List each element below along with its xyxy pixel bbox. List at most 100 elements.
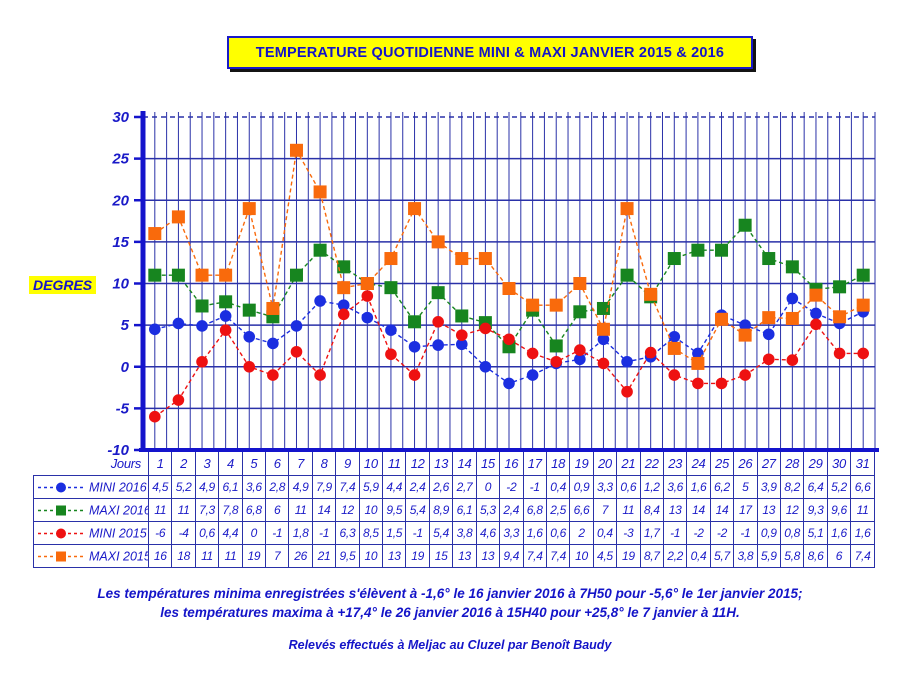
data-point bbox=[715, 377, 728, 390]
table-cell: 11 bbox=[288, 498, 313, 522]
table-cell: 8,4 bbox=[639, 498, 664, 522]
data-point bbox=[786, 292, 799, 305]
table-cell: 12 bbox=[335, 498, 360, 522]
data-point bbox=[290, 320, 303, 332]
data-point bbox=[621, 385, 633, 398]
table-cell: 19 bbox=[616, 544, 641, 568]
day-header-cell: 26 bbox=[733, 452, 758, 476]
table-cell: -2 bbox=[499, 475, 524, 499]
table-cell: 4,5 bbox=[147, 475, 173, 499]
data-point bbox=[526, 369, 539, 381]
table-cell: 1,2 bbox=[639, 475, 664, 499]
table-cell: 6,8 bbox=[241, 498, 267, 522]
data-point bbox=[691, 243, 705, 257]
y-axis-title: DEGRES bbox=[29, 276, 97, 294]
data-point bbox=[739, 319, 751, 331]
table-cell: 0,4 bbox=[545, 475, 571, 499]
data-point bbox=[809, 288, 823, 302]
data-point bbox=[289, 268, 303, 282]
data-point bbox=[385, 324, 397, 336]
data-point bbox=[455, 309, 469, 323]
day-header-cell: 14 bbox=[452, 452, 477, 476]
y-tick-label: -10 bbox=[107, 442, 129, 459]
day-header-cell: 31 bbox=[850, 452, 875, 476]
table-cell: 5,2 bbox=[826, 475, 852, 499]
data-point bbox=[644, 287, 658, 301]
data-point bbox=[668, 330, 681, 343]
page-title-banner: TEMPERATURE QUOTIDIENNE MINI & MAXI JANV… bbox=[227, 36, 753, 69]
day-header-row: Jours 1 2 3 4 5 6 7 8 9 10 11 12 13 14 15 16 17 18 19 20 21 22… bbox=[34, 452, 875, 476]
table-cell: 5,9 bbox=[358, 475, 384, 499]
table-cell: 6 bbox=[265, 498, 290, 522]
footnote-line1: Les températures minima enregistrées s'é… bbox=[97, 586, 803, 601]
day-header-cell: 23 bbox=[662, 452, 688, 476]
table-cell: 1,6 bbox=[850, 521, 875, 545]
table-cell: -1 bbox=[311, 521, 337, 545]
table-cell: 2,4 bbox=[405, 475, 430, 499]
data-point bbox=[149, 323, 161, 336]
legend-label: MINI 2016 bbox=[89, 480, 147, 495]
data-point bbox=[738, 218, 752, 232]
data-table: Jours 1 2 3 4 5 6 7 8 9 10 11 12 13 14 15 16 17 18 19 20 21 22… bbox=[33, 452, 875, 568]
table-cell: 3,3 bbox=[592, 475, 618, 499]
table-row-mini-2016: MINI 2016 4,5 5,2 4,9 6,1 3,6 2,8 4,9 7,9 7,4 5,9 4… bbox=[33, 475, 875, 499]
table-cell: 7,3 bbox=[194, 498, 220, 522]
data-point bbox=[762, 353, 775, 366]
table-cell: 0,6 bbox=[616, 475, 641, 499]
table-cell: 4,4 bbox=[218, 521, 243, 545]
data-point bbox=[148, 227, 162, 241]
data-point bbox=[242, 303, 256, 317]
day-header-cell: 3 bbox=[194, 452, 220, 476]
data-point bbox=[313, 185, 327, 199]
data-point bbox=[408, 202, 422, 216]
table-cell: -2 bbox=[686, 521, 711, 545]
table-cell: 11 bbox=[194, 544, 220, 568]
table-cell: 15 bbox=[428, 544, 454, 568]
data-point bbox=[762, 311, 776, 325]
data-point bbox=[360, 277, 374, 290]
data-point bbox=[667, 252, 681, 266]
legend-cell-mini-2015: MINI 2015 bbox=[33, 521, 149, 545]
data-point bbox=[857, 347, 869, 360]
table-cell: 2,7 bbox=[452, 475, 477, 499]
day-header-cell: 1 bbox=[147, 452, 173, 476]
table-cell: 1,7 bbox=[639, 521, 664, 545]
data-point bbox=[833, 310, 847, 324]
data-point bbox=[337, 299, 350, 311]
day-header-cell: 20 bbox=[592, 452, 618, 476]
table-cell: 14 bbox=[311, 498, 337, 522]
table-cell: -1 bbox=[662, 521, 688, 545]
day-header-cell: 24 bbox=[686, 452, 711, 476]
data-table-body: Jours 1 2 3 4 5 6 7 8 9 10 11 12 13 14 15 16 17 18 19 20 21 22… bbox=[33, 452, 875, 568]
table-cell: 0,8 bbox=[779, 521, 805, 545]
table-cell: 4,6 bbox=[475, 521, 501, 545]
table-cell: 3,6 bbox=[241, 475, 267, 499]
table-cell: 11 bbox=[218, 544, 243, 568]
data-point bbox=[786, 354, 799, 366]
table-cell: 11 bbox=[147, 498, 173, 522]
table-cell: 6 bbox=[826, 544, 852, 568]
data-point bbox=[620, 268, 634, 282]
table-cell: 13 bbox=[756, 498, 781, 522]
table-cell: 4,5 bbox=[592, 544, 618, 568]
day-header-cell: 28 bbox=[779, 452, 805, 476]
table-cell: 16 bbox=[147, 544, 173, 568]
table-cell: 1,6 bbox=[522, 521, 547, 545]
table-cell: 3,9 bbox=[756, 475, 781, 499]
data-point bbox=[149, 410, 161, 423]
data-point bbox=[810, 307, 822, 320]
table-cell: -1 bbox=[265, 521, 290, 545]
mini-2016-marker-icon bbox=[38, 482, 83, 493]
table-cell: 3,6 bbox=[662, 475, 688, 499]
table-cell: 9,6 bbox=[826, 498, 852, 522]
day-header-cell: 12 bbox=[405, 452, 430, 476]
table-cell: 6,6 bbox=[850, 475, 875, 499]
y-tick-label: 20 bbox=[111, 192, 129, 209]
table-cell: 8,7 bbox=[639, 544, 664, 568]
data-point bbox=[196, 320, 208, 332]
day-header-cell: 16 bbox=[499, 452, 524, 476]
table-cell: 9,4 bbox=[499, 544, 524, 568]
data-point bbox=[431, 235, 445, 249]
table-cell: 1,6 bbox=[826, 521, 852, 545]
table-cell: 7,4 bbox=[335, 475, 360, 499]
